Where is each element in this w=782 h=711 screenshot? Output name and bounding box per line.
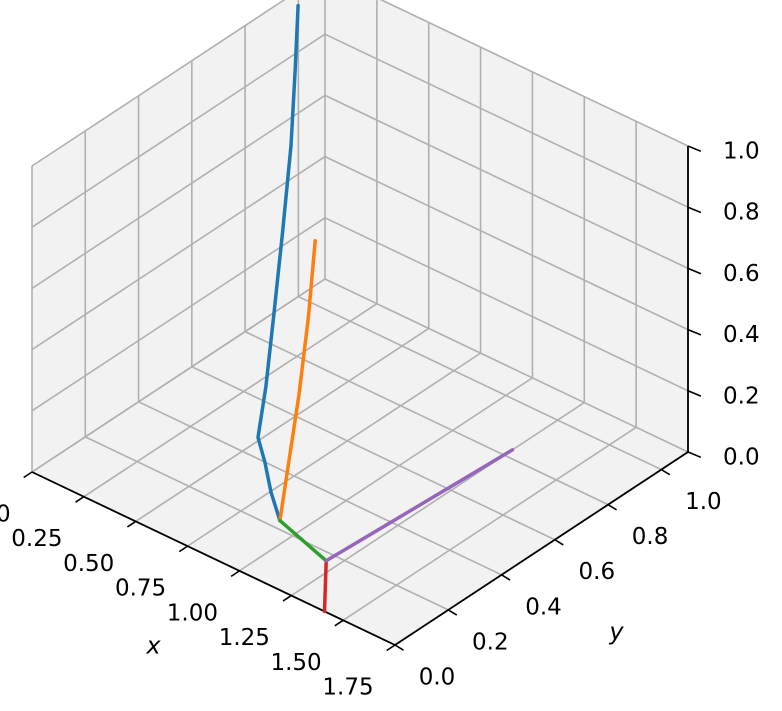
- x-tick-1.50-label: 1.50: [270, 650, 321, 676]
- z-tick-0.8-label: 0.8: [723, 200, 760, 226]
- grid-line-z-right: [324, 278, 689, 453]
- grid-line-z-left: [31, 217, 326, 412]
- x-tick-0.75-label: 0.75: [115, 576, 166, 602]
- axis-ticks: 0.000.250.500.751.001.251.501.75 0.0 0.2 0.…: [0, 139, 760, 701]
- x-tick-0.25-label: 0.25: [11, 526, 62, 552]
- y-tick-0.8-mark: [607, 503, 618, 511]
- grid-line-y-floor: [191, 366, 556, 541]
- grid-line-x-floor: [342, 426, 637, 621]
- grid-line-x-floor: [290, 401, 585, 597]
- series-line-1: [256, 3, 300, 523]
- series-line-3: [278, 518, 328, 563]
- z-tick-0.8-mark: [687, 206, 702, 214]
- grid-line-y-floor: [138, 401, 502, 576]
- grid-line-x-floor: [135, 327, 430, 523]
- grid-line-z-right: [379, 0, 689, 147]
- x-tick-1.25-mark: [282, 594, 292, 602]
- x-axis-line: [31, 471, 396, 646]
- z-tick-0.2-label: 0.2: [723, 383, 760, 409]
- y-tick-0.4-label: 0.4: [525, 594, 562, 620]
- y-axis-line: [394, 451, 689, 646]
- grid-line-x-floor: [238, 377, 533, 572]
- grid-line-y-floor: [84, 436, 449, 611]
- x-tick-1.75-mark: [386, 644, 396, 652]
- x-tick-1.75-label: 1.75: [322, 675, 373, 701]
- x-axis-label: x: [145, 632, 161, 660]
- grid-line-x-floor: [187, 352, 482, 547]
- y-tick-0.2-mark: [447, 609, 458, 616]
- axis-lines: [31, 146, 689, 646]
- x-tick-1.50-mark: [334, 619, 344, 627]
- grid-line-z-left: [31, 0, 286, 167]
- y-axis-label: y: [608, 618, 624, 646]
- z-tick-0.4-label: 0.4: [723, 322, 760, 348]
- z-tick-0.0-label: 0.0: [723, 445, 760, 471]
- y-tick-0.6-mark: [554, 539, 564, 546]
- y-tick-0.6-label: 0.6: [579, 559, 616, 585]
- series-line-2: [278, 239, 317, 523]
- grid-line-y-floor: [298, 295, 662, 471]
- series-group: [256, 3, 515, 614]
- grid-line-y-floor: [244, 330, 609, 506]
- grid-line-z-right: [324, 33, 689, 208]
- grid-line-z-left: [31, 94, 326, 290]
- z-tick-0.6-mark: [687, 267, 702, 275]
- z-tick-1.0-mark: [687, 145, 702, 153]
- y-tick-0.4-mark: [501, 574, 511, 581]
- series-line-5: [324, 448, 515, 563]
- x-tick-1.00-mark: [230, 570, 240, 578]
- series-line-4: [322, 559, 328, 614]
- x-tick-0.50-mark: [126, 520, 137, 528]
- grid-line-z-right: [324, 155, 689, 331]
- z-tick-0.6-label: 0.6: [723, 261, 760, 287]
- grid-line-z-left: [31, 33, 326, 228]
- z-tick-0.2-mark: [687, 390, 702, 397]
- x-tick-0.50-label: 0.50: [63, 551, 114, 577]
- grid-line-z-left: [31, 278, 326, 473]
- y-tick-0.0-mark: [394, 644, 404, 651]
- y-tick-0.2-label: 0.2: [472, 629, 509, 655]
- x-tick-1.25-label: 1.25: [219, 625, 270, 651]
- y-tick-1.0-mark: [660, 468, 671, 476]
- grid-line-z-right: [324, 94, 689, 270]
- x-tick-1.00-label: 1.00: [167, 600, 218, 626]
- grid-line-z-right: [324, 217, 689, 392]
- axes-panes: [30, 0, 690, 646]
- y-tick-0.8-label: 0.8: [632, 524, 669, 550]
- z-tick-1.0-label: 1.0: [723, 139, 760, 165]
- y-tick-0.0-label: 0.0: [419, 665, 456, 691]
- x-tick-0.00-label: 0.00: [0, 502, 11, 528]
- z-tick-0.0-mark: [687, 451, 702, 459]
- x-tick-0.25-mark: [75, 496, 85, 503]
- grid-line-x-floor: [83, 303, 378, 498]
- x-tick-0.00-mark: [23, 471, 33, 479]
- x-tick-0.75-mark: [178, 545, 189, 553]
- y-tick-1.0-label: 1.0: [685, 489, 722, 515]
- grid-line-z-left: [31, 155, 326, 351]
- z-tick-0.4-mark: [687, 328, 702, 336]
